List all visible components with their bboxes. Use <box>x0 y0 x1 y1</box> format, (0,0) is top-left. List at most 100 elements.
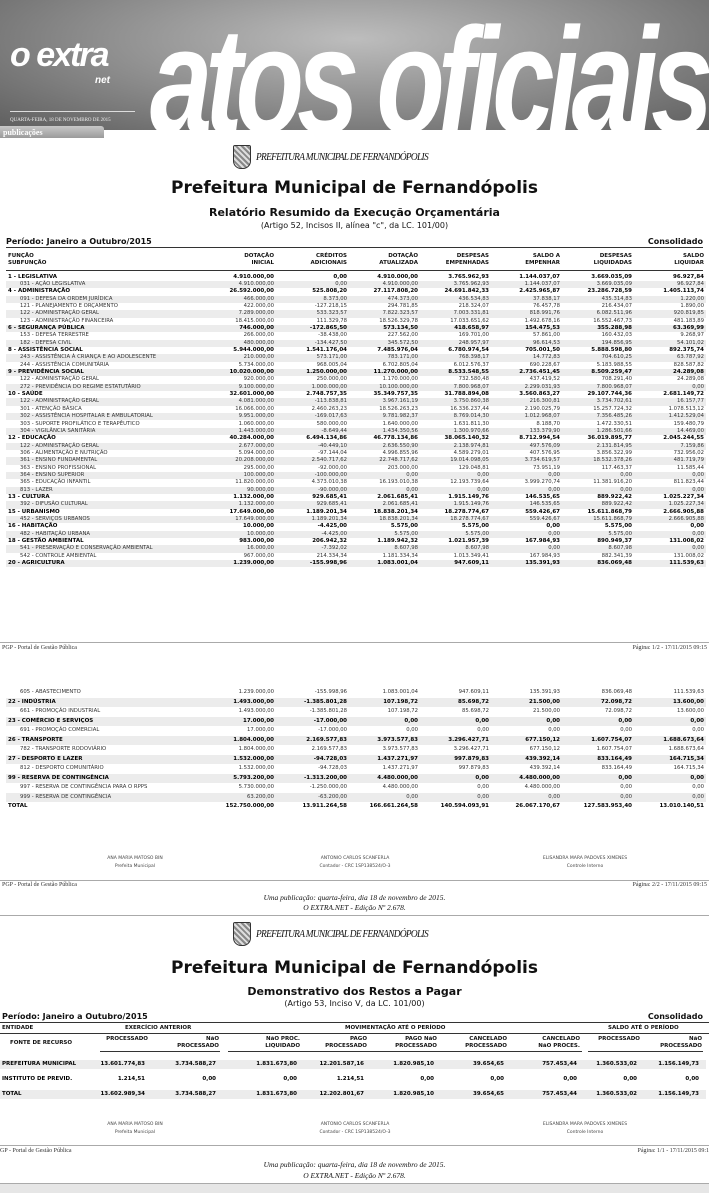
cell-value: -94.728,03 <box>313 755 347 762</box>
cell-value: 18.838.201,34 <box>373 508 418 515</box>
column-header: DESPESAS LIQUIDADAS <box>594 253 632 267</box>
entity-row: INSTITUTO DE PREVID. 1.214,51 0,00 0,00 1.21… <box>0 1075 706 1084</box>
signature-role: Controle Interno <box>566 1130 604 1135</box>
cell-value: 1.000.000,00 <box>311 383 347 390</box>
signature-role: Prefeita Municipal <box>114 864 156 869</box>
cell-value: 418.658,97 <box>454 324 489 331</box>
cell-value: 133.379,90 <box>529 427 560 434</box>
row-label: 691 - PROMOÇÃO COMERCIAL <box>20 727 100 733</box>
subfunction-row: 304 - VIGILÂNCIA SANITÁRIA 1.443.000,00 -8… <box>6 427 706 436</box>
cell-value: -113.838,81 <box>314 398 347 405</box>
column-header-line: PROCESSADO <box>177 1043 219 1049</box>
cell-value: 24.691.842,33 <box>444 288 489 295</box>
signature-role: Prefeita Municipal <box>114 1130 156 1135</box>
cell-value: 9.781.982,37 <box>382 413 418 420</box>
cell-value: 7.003.331,81 <box>453 310 489 317</box>
cell-value: 7.289.000,00 <box>238 310 274 317</box>
function-row: 15 - URBANISMO 17.649.000,00 1.189.201,34 1… <box>6 509 706 516</box>
column-rule <box>588 1051 703 1052</box>
cell-value: 1.214,51 <box>336 1076 364 1082</box>
function-row: 10 - SAÚDE 32.601.000,00 2.748.757,35 35.34… <box>6 391 706 398</box>
cell-value: 96.614,53 <box>533 339 560 346</box>
subfunction-row: 121 - PLANEJAMENTO E ORÇAMENTO 422.000,00… <box>6 303 706 310</box>
cell-value: 1.021.957,39 <box>448 538 489 545</box>
cell-value: 6.012.576,37 <box>453 361 489 368</box>
function-row: 27 - DESPORTO E LAZER 1.532.000,00 -94.728… <box>6 754 706 764</box>
cell-value: 3.669.035,09 <box>596 280 632 287</box>
cell-value: 1.083.001,04 <box>382 689 418 695</box>
cell-value: 7.356.485,26 <box>596 413 632 420</box>
group-header: SALDO ATÉ O PERÍODO <box>608 1025 679 1031</box>
cell-value: 154.475,53 <box>525 324 560 331</box>
column-header-line: NãO PROC. <box>266 1036 300 1042</box>
cell-value: 26.592.000,00 <box>229 288 274 295</box>
publication-note: Uma publicação: quarta-feira, dia 18 de … <box>263 1160 446 1169</box>
cell-value: 21.500,00 <box>529 698 560 705</box>
column-header: FUNÇÃO SUBFUNÇÃO <box>8 253 46 267</box>
cell-value: 8.607,98 <box>394 545 418 552</box>
cell-value: 0,00 <box>335 280 347 287</box>
row-label: 364 - ENSINO SUPERIOR <box>20 471 85 478</box>
footer-page: Página: 2/2 - 17/11/2015 09:15 <box>632 882 707 888</box>
cell-value: 13.911.264,58 <box>302 803 347 809</box>
function-row: 18 - GESTÃO AMBIENTAL 983.000,00 206.942,3… <box>6 538 706 545</box>
cell-value: 15.611.868,79 <box>587 508 632 515</box>
cell-value: 85.698,72 <box>458 698 489 705</box>
cell-value: 0,00 <box>620 784 632 790</box>
cell-value: 480.000,00 <box>243 339 274 346</box>
footer-page: Página: 1/2 - 17/11/2015 09:15 <box>632 645 707 651</box>
masthead-banner <box>0 0 709 130</box>
cell-value: 166.661.264,58 <box>369 803 418 809</box>
cell-value: 708.291,40 <box>601 376 632 383</box>
cell-value: 439.392,14 <box>525 755 560 762</box>
cell-value: 345.572,50 <box>387 339 418 346</box>
cell-value: 5.575,00 <box>465 530 489 537</box>
column-header: DOTAÇÃO ATUALIZADA <box>379 253 418 267</box>
cell-value: 8.533.548,55 <box>448 369 489 376</box>
scope-label: Consolidado <box>647 237 703 246</box>
row-label: 812 - DESPORTO COMUNITÁRIO <box>20 765 104 771</box>
cell-value: 407.576,95 <box>529 449 560 456</box>
cell-value: 63.787,92 <box>677 354 704 361</box>
cell-value: 0,00 <box>546 717 560 724</box>
column-header-line: ADICIONAIS <box>310 260 348 266</box>
column-header: NãO PROCESSADO <box>660 1036 702 1050</box>
row-label: 031 - AÇÃO LEGISLATIVA <box>20 280 86 287</box>
row-label: 1 - LEGISLATIVA <box>8 273 57 280</box>
row-label: 091 - DEFESA DA ORDEM JURÍDICA <box>20 295 113 302</box>
column-header: DOTAÇÃO INICIAL <box>244 253 274 267</box>
column-header-line: SALDO A <box>532 253 560 259</box>
cell-value: 111.329,78 <box>316 317 347 324</box>
cell-value: 0,00 <box>548 545 560 552</box>
row-label: 361 - ENSINO FUNDAMENTAL <box>20 457 98 464</box>
cell-value: 0,00 <box>475 717 489 724</box>
column-header: NãO PROC. LIQUIDADO <box>265 1036 300 1050</box>
cell-value: 0,00 <box>548 727 560 733</box>
divider <box>0 642 709 643</box>
subfunction-row: 122 - ADMINISTRAÇÃO GERAL 920.000,00 250.0… <box>6 376 706 383</box>
subfunction-row: 244 - ASSISTÊNCIA COMUNITÁRIA 5.734.000,0… <box>6 362 706 369</box>
cell-value: 0,00 <box>548 530 560 537</box>
cell-value: 6.780.974,54 <box>448 347 489 353</box>
cell-value: 5.888.598,80 <box>591 347 632 353</box>
cell-value: -38.438,00 <box>318 332 347 339</box>
footer-source: PGP - Portal de Gestão Pública <box>2 882 77 888</box>
cell-value: 1.631.811,30 <box>453 420 489 427</box>
cell-value: 2.677.000,00 <box>238 442 274 449</box>
subfunction-row: 122 - ADMINISTRAÇÃO GERAL 2.677.000,00 -40… <box>6 442 706 450</box>
row-label: 301 - ATENÇÃO BÁSICA <box>20 405 82 412</box>
row-label: 482 - HABITAÇÃO URBANA <box>20 530 91 537</box>
cell-value: 573.171,00 <box>316 354 347 361</box>
row-label: 365 - EDUCAÇÃO INFANTIL <box>20 479 91 486</box>
cell-value: 96.927,84 <box>677 280 704 287</box>
subfunction-row: 813 - LAZER 90.000,00 -90.000,00 0,00 0,00 0,… <box>6 486 706 494</box>
cell-value: 10.000,00 <box>247 530 274 537</box>
cell-value: 0,00 <box>420 1076 434 1082</box>
cell-value: 1.286.501,66 <box>596 427 632 434</box>
cell-value: 1.640.000,00 <box>382 420 418 427</box>
row-label: 122 - ADMINISTRAÇÃO GERAL <box>20 376 99 383</box>
column-header-line: PROCESSADO <box>660 1043 702 1049</box>
cell-value: 4.910.000,00 <box>233 273 274 280</box>
cell-value: 836.069,48 <box>597 560 632 567</box>
cell-value: 437.419,52 <box>529 376 560 383</box>
